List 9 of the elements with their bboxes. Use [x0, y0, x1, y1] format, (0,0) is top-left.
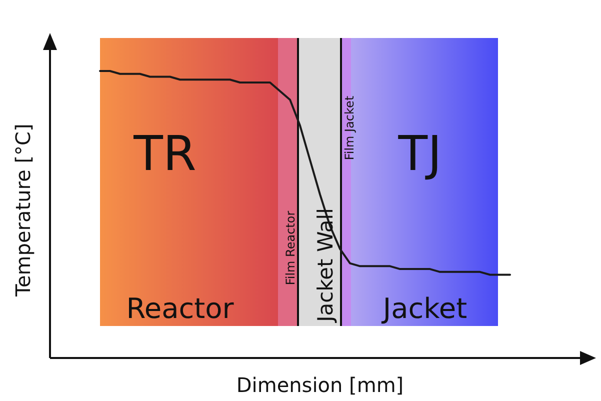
annotation: TR — [132, 126, 196, 182]
annotation: TJ — [397, 126, 442, 182]
annotation: Reactor — [126, 292, 234, 325]
annotation: Jacket Wall — [314, 208, 338, 324]
annotation: Jacket — [380, 292, 468, 325]
x-axis-title: Dimension [mm] — [236, 373, 404, 397]
y-axis-title: Temperature [°C] — [11, 124, 35, 298]
annotation: Film Jacket — [342, 96, 356, 160]
annotation: Film Reactor — [283, 210, 298, 286]
